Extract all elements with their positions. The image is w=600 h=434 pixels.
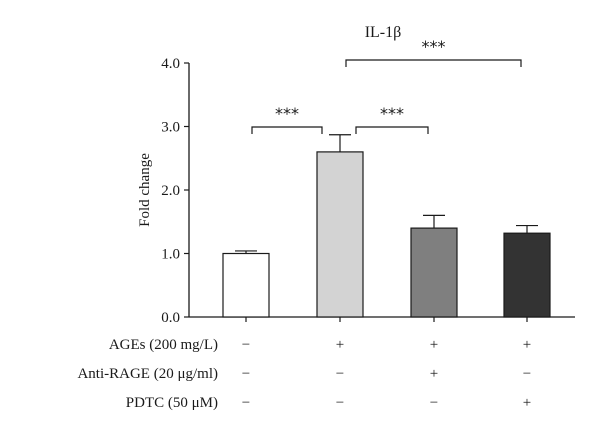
treatment-label: AGEs (200 mg/L) <box>109 337 218 353</box>
significance-label: *** <box>380 104 404 123</box>
bar <box>316 151 364 318</box>
bar <box>410 227 458 318</box>
significance-bracket <box>355 126 429 134</box>
treatment-sign: − <box>242 366 250 382</box>
treatment-sign: + <box>523 395 531 411</box>
treatment-sign: − <box>242 395 250 411</box>
y-tick-label: 4.0 <box>161 56 180 72</box>
bar <box>222 252 270 318</box>
y-axis-label: Fold change <box>137 153 153 227</box>
treatment-label: PDTC (50 μM) <box>126 395 218 411</box>
treatment-sign: − <box>242 337 250 353</box>
chart-title: IL-1β <box>365 24 402 41</box>
significance-bracket <box>251 126 323 134</box>
y-tick-label: 0.0 <box>161 310 180 326</box>
significance-label: *** <box>422 37 446 56</box>
y-tick-label: 1.0 <box>161 247 180 263</box>
y-tick-label: 3.0 <box>161 120 180 136</box>
significance-bracket <box>345 59 522 67</box>
y-tick-label: 2.0 <box>161 183 180 199</box>
treatment-sign: + <box>430 366 438 382</box>
plot-area: 0.0 1.0 2.0 3.0 4.0 *** *** *** AGEs (200 mg/L) −… <box>77 37 575 411</box>
significance-label: *** <box>275 104 299 123</box>
treatment-sign: + <box>523 337 531 353</box>
treatment-sign: + <box>430 337 438 353</box>
treatment-sign: − <box>336 395 344 411</box>
treatment-sign: − <box>430 395 438 411</box>
treatment-sign: − <box>336 366 344 382</box>
treatment-sign: + <box>336 337 344 353</box>
treatment-label: Anti-RAGE (20 μg/ml) <box>77 366 218 382</box>
treatment-sign: − <box>523 366 531 382</box>
bar <box>503 232 551 318</box>
